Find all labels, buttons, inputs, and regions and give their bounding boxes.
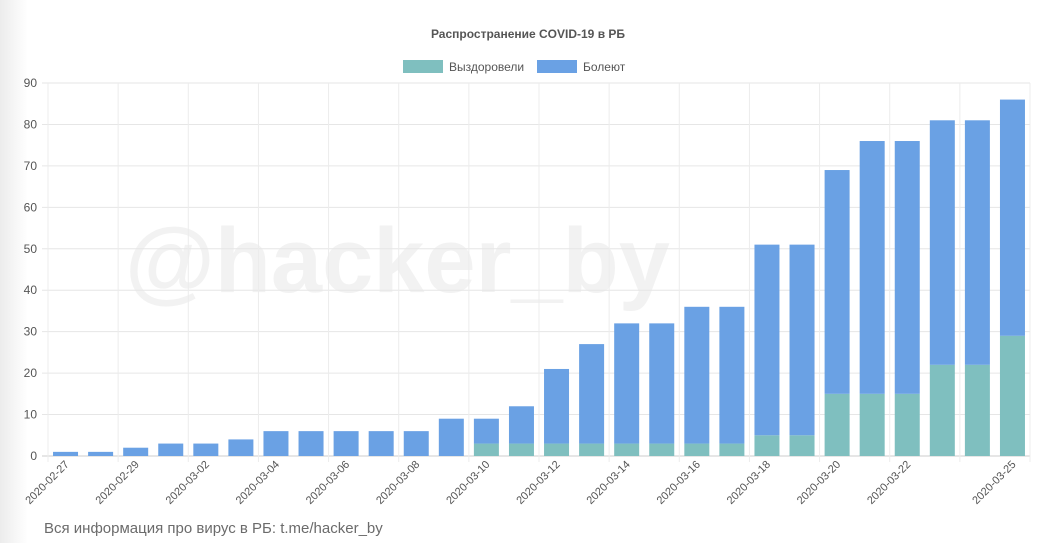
bar-active <box>508 406 534 444</box>
y-tick-label: 70 <box>24 159 38 173</box>
bar-active <box>719 306 745 444</box>
bar-recovered <box>649 443 675 456</box>
bar-active <box>53 451 79 456</box>
bar-active <box>999 99 1025 336</box>
x-tick-label: 2020-03-14 <box>585 459 633 507</box>
y-axis: 0 10 20 30 40 50 60 70 80 90 <box>24 76 38 463</box>
x-tick-label: 2020-03-20 <box>795 459 843 507</box>
bar-recovered <box>859 393 885 456</box>
bar-recovered <box>473 443 499 456</box>
bar-recovered <box>964 364 990 456</box>
bar-recovered <box>789 435 815 456</box>
x-tick-label: 2020-03-06 <box>304 459 352 507</box>
x-tick-label: 2020-03-08 <box>374 459 422 507</box>
watermark: @hacker_by <box>125 210 670 312</box>
y-tick-label: 30 <box>24 325 38 339</box>
y-tick-label: 0 <box>30 449 37 463</box>
bar-active <box>579 344 605 444</box>
bar-active <box>614 323 640 444</box>
bar-active <box>158 443 184 456</box>
bar-recovered <box>579 443 605 456</box>
bar-active <box>263 431 289 456</box>
left-edge-shade <box>0 0 28 543</box>
y-tick-label: 20 <box>24 366 38 380</box>
y-tick-label: 10 <box>24 408 38 422</box>
x-tick-label: 2020-03-25 <box>970 459 1018 507</box>
bar-active <box>438 418 464 456</box>
x-tick-label: 2020-03-16 <box>655 459 703 507</box>
chart-title: Распространение COVID-19 в РБ <box>431 27 625 41</box>
chart-bars <box>53 99 1025 456</box>
bar-recovered <box>824 393 850 456</box>
bar-recovered <box>754 435 780 456</box>
legend-swatch <box>403 60 443 73</box>
bar-recovered <box>894 393 920 456</box>
bar-recovered <box>614 443 640 456</box>
x-tick-label: 2020-02-29 <box>94 459 142 507</box>
y-tick-label: 40 <box>24 283 38 297</box>
bar-active <box>964 120 990 365</box>
bar-active <box>684 306 710 444</box>
bar-active <box>88 451 114 456</box>
y-tick-label: 80 <box>24 117 38 131</box>
legend: Выздоровели Болеют <box>403 60 626 74</box>
bar-recovered <box>508 443 534 456</box>
y-tick-label: 90 <box>24 76 38 90</box>
bar-active <box>894 141 920 394</box>
bar-active <box>789 244 815 436</box>
x-tick-label: 2020-03-22 <box>865 459 913 507</box>
bar-active <box>228 439 254 456</box>
x-tick-label: 2020-03-10 <box>444 459 492 507</box>
bar-active <box>473 418 499 444</box>
bar-active <box>544 368 570 444</box>
bar-active <box>403 431 429 456</box>
bar-recovered <box>719 443 745 456</box>
legend-swatch <box>537 60 577 73</box>
x-tick-label: 2020-03-02 <box>164 459 212 507</box>
x-tick-label: 2020-02-27 <box>23 459 71 507</box>
chart-grid <box>42 82 1031 462</box>
y-tick-label: 50 <box>24 242 38 256</box>
bar-active <box>193 443 219 456</box>
bar-active <box>649 323 675 444</box>
bar-recovered <box>684 443 710 456</box>
bar-active <box>859 141 885 394</box>
y-tick-label: 60 <box>24 200 38 214</box>
bar-recovered <box>999 335 1025 456</box>
x-tick-label: 2020-03-12 <box>514 459 562 507</box>
x-tick-label: 2020-03-18 <box>725 459 773 507</box>
bar-active <box>333 431 359 456</box>
legend-label: Выздоровели <box>449 60 524 74</box>
x-axis: 2020-02-27 2020-02-29 2020-03-02 2020-03-04… <box>23 459 1018 507</box>
bar-active <box>929 120 955 365</box>
x-tick-label: 2020-03-04 <box>234 459 282 507</box>
bar-active <box>754 244 780 436</box>
bar-recovered <box>544 443 570 456</box>
legend-label: Болеют <box>583 60 626 74</box>
bar-active <box>824 170 850 394</box>
bar-active <box>298 431 324 456</box>
bar-recovered <box>929 364 955 456</box>
footer-text: Вся информация про вирус в РБ: t.me/hack… <box>44 520 383 537</box>
bar-active <box>123 447 149 456</box>
bar-active <box>368 431 394 456</box>
